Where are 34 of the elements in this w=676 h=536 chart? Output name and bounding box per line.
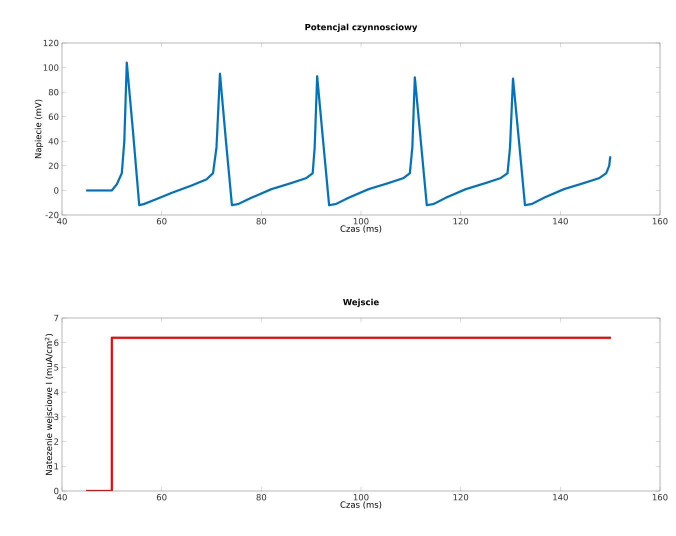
x-tick-label: 160 [652,218,668,224]
x-tick-label: 100 [354,494,369,500]
x-tick-label: 60 [156,218,166,224]
y-tick-label: 20 [48,162,58,170]
x-axis-title: Czas (ms) [340,225,382,233]
x-tick-label: 80 [256,218,266,224]
x-tick-label: 140 [553,218,568,224]
y-tick-label: 5 [54,364,58,371]
y-tick-label: 80 [48,88,58,96]
y-tick-label: 60 [48,114,58,120]
x-tick-label: 100 [354,218,369,224]
x-tick-label: 140 [553,494,568,500]
y-tick-label: 0 [54,187,58,194]
x-tick-label: 60 [156,494,166,500]
y-tick-label: 100 [44,64,58,71]
x-tick-label: 160 [652,494,668,500]
y-axis-title: Natezenie wejsciowe I (muA/cm$^{2}$) [44,334,54,475]
y-tick-label: 4 [54,389,58,396]
y-tick-label: 2 [54,438,58,445]
y-tick-label: 3 [54,414,58,420]
y-tick-label: 6 [54,340,58,346]
x-axis-title: Czas (ms) [340,501,382,509]
y-tick-label: -20 [46,212,58,218]
y-tick-label: 0 [54,488,58,494]
x-tick-label: 80 [256,494,266,500]
y-tick-label: 7 [54,314,58,322]
y-axis-title: Napiecie (mV) [34,100,43,158]
chart-title: Wejscie [343,298,379,308]
x-tick-label: 120 [454,218,468,224]
x-tick-label: 120 [454,494,468,500]
y-tick-label: 40 [48,138,58,144]
y-tick-label: 1 [54,463,58,470]
chart-title: Potencjal czynnosciowy [305,24,418,32]
y-tick-label: 120 [44,40,58,46]
